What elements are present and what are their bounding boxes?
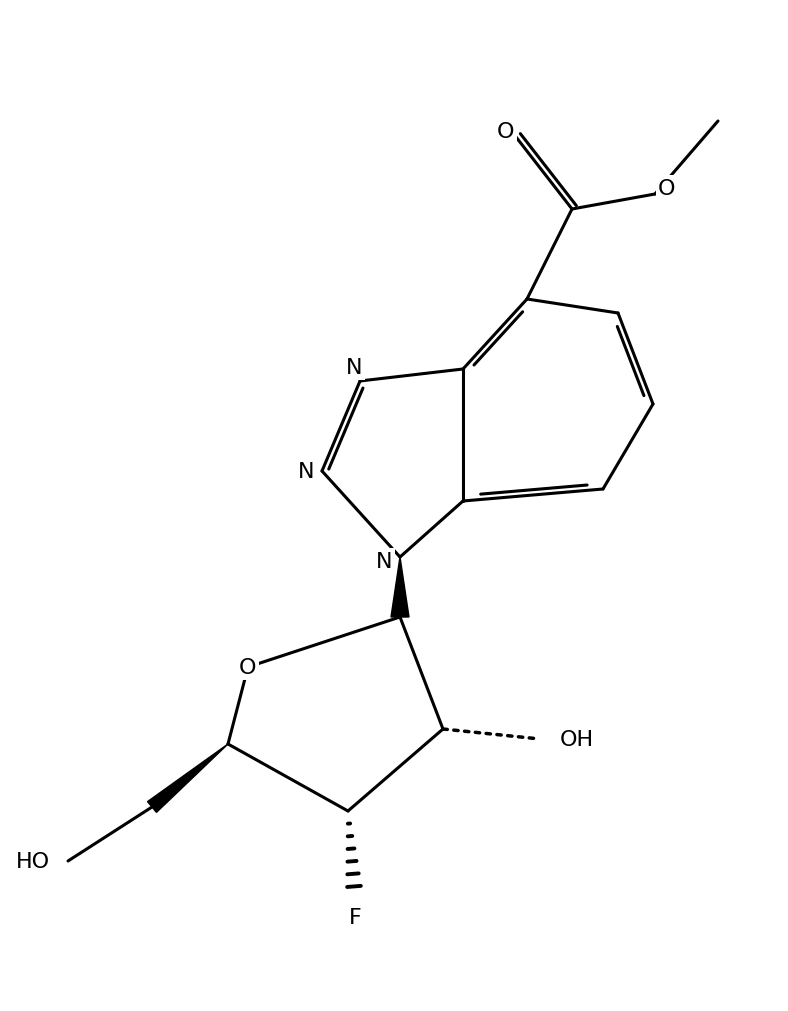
Text: N: N — [298, 462, 314, 481]
Text: O: O — [658, 179, 676, 199]
Text: N: N — [346, 358, 362, 378]
Text: F: F — [348, 907, 362, 927]
Text: N: N — [376, 551, 392, 571]
Text: OH: OH — [560, 729, 594, 749]
Polygon shape — [391, 557, 409, 618]
Text: O: O — [497, 122, 515, 142]
Polygon shape — [147, 744, 228, 813]
Text: O: O — [240, 657, 257, 677]
Text: HO: HO — [16, 851, 50, 871]
